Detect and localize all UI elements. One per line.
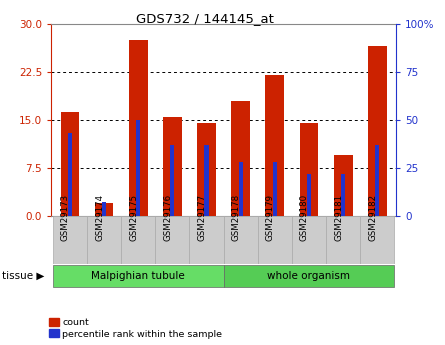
Bar — [224, 265, 394, 287]
Text: GSM29182: GSM29182 — [368, 194, 377, 240]
Bar — [273, 162, 277, 216]
Bar — [224, 216, 258, 264]
Text: GSM29181: GSM29181 — [334, 194, 343, 240]
Bar — [292, 216, 326, 264]
Text: GSM29173: GSM29173 — [61, 194, 70, 240]
Text: GSM29176: GSM29176 — [163, 194, 172, 240]
Bar — [61, 112, 79, 216]
Bar — [102, 202, 106, 216]
Bar — [360, 216, 394, 264]
Bar — [265, 75, 284, 216]
Text: tissue ▶: tissue ▶ — [2, 271, 44, 281]
Bar — [231, 101, 250, 216]
Bar — [121, 216, 155, 264]
Text: Malpighian tubule: Malpighian tubule — [91, 271, 185, 281]
Bar — [68, 133, 72, 216]
Text: GSM29180: GSM29180 — [300, 194, 309, 240]
Bar — [239, 162, 243, 216]
Bar — [190, 216, 224, 264]
Text: whole organism: whole organism — [267, 271, 351, 281]
Text: GDS732 / 144145_at: GDS732 / 144145_at — [136, 12, 274, 25]
Bar — [155, 216, 190, 264]
Bar — [307, 174, 311, 216]
Text: GSM29177: GSM29177 — [198, 194, 206, 240]
Bar — [170, 145, 174, 216]
Bar — [197, 123, 216, 216]
Bar — [368, 47, 387, 216]
Bar — [334, 155, 352, 216]
Legend: count, percentile rank within the sample: count, percentile rank within the sample — [49, 318, 223, 338]
Text: GSM29175: GSM29175 — [129, 194, 138, 240]
Bar — [53, 216, 87, 264]
Bar — [136, 120, 140, 216]
Bar — [258, 216, 292, 264]
Bar — [87, 216, 121, 264]
Text: GSM29179: GSM29179 — [266, 194, 275, 240]
Bar — [163, 117, 182, 216]
Text: GSM29174: GSM29174 — [95, 194, 104, 240]
Bar — [341, 174, 345, 216]
Bar — [53, 265, 224, 287]
Bar — [326, 216, 360, 264]
Bar — [299, 123, 318, 216]
Bar — [129, 40, 148, 216]
Bar — [95, 203, 113, 216]
Bar — [375, 145, 379, 216]
Text: GSM29178: GSM29178 — [232, 194, 241, 240]
Bar — [205, 145, 209, 216]
